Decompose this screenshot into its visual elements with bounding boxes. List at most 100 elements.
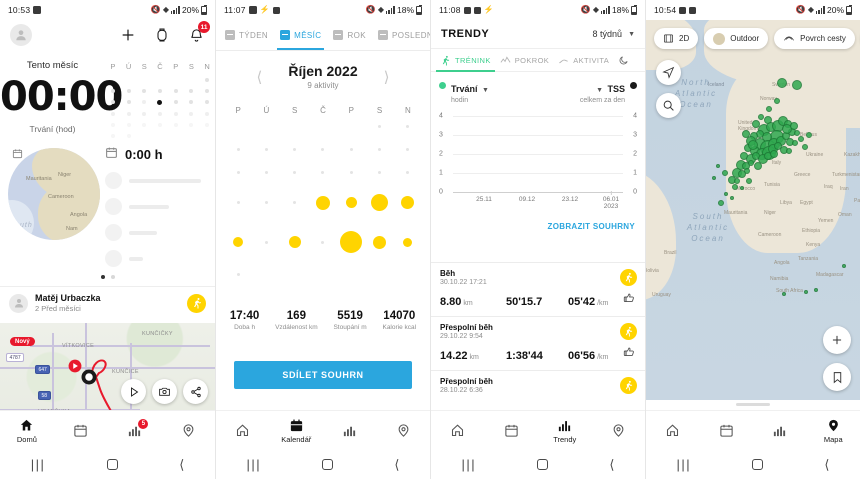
back-button[interactable]: ⟨ — [394, 457, 400, 472]
activity-bubble[interactable] — [315, 195, 330, 210]
activity-pin[interactable] — [724, 192, 728, 196]
activity-pin[interactable] — [802, 144, 808, 150]
activity-pin[interactable] — [814, 288, 818, 292]
legend-tss[interactable]: ▼ TSS celkem za den — [580, 79, 637, 104]
globe-widget[interactable]: Mauritania Niger Cameroon Angola Nam uth — [0, 144, 105, 240]
nav-item-map[interactable] — [164, 423, 212, 438]
activity-pin[interactable] — [734, 178, 740, 184]
carousel-pager[interactable] — [0, 275, 215, 279]
watch-icon[interactable] — [153, 26, 171, 44]
activity-pin[interactable] — [794, 130, 800, 136]
activity-pin[interactable] — [716, 164, 720, 168]
share-button[interactable] — [183, 379, 208, 404]
activity-pin[interactable] — [748, 160, 754, 166]
activity-pin[interactable] — [792, 80, 802, 90]
tab-activity[interactable]: AKTIVITA — [554, 49, 613, 71]
chip-outdoor[interactable]: Outdoor — [704, 28, 769, 49]
list-item[interactable]: Běh 30.10.22 17:21 8.80 km 50'15.7 05'42/… — [431, 262, 645, 316]
nav-item-calendar[interactable]: Kalendář — [272, 418, 320, 444]
nav-item-home[interactable] — [434, 423, 482, 438]
activity-bubble[interactable] — [401, 196, 415, 209]
nav-item-home[interactable] — [219, 423, 267, 438]
avatar[interactable] — [9, 293, 28, 313]
chevron-right-icon[interactable]: ⟩ — [383, 68, 390, 86]
nav-item-home[interactable] — [649, 423, 697, 438]
tab-progress[interactable]: POKROK — [496, 49, 554, 71]
activity-pin[interactable] — [754, 162, 762, 170]
activity-bubble[interactable] — [233, 237, 244, 247]
activity-pin[interactable] — [748, 140, 758, 150]
recents-button[interactable]: ||| — [246, 457, 262, 472]
show-summaries-link[interactable]: ZOBRAZIT SOUHRNY — [547, 222, 635, 231]
activity-pin[interactable] — [806, 132, 812, 138]
activity-pin[interactable] — [740, 186, 744, 190]
nav-item-home[interactable]: Domů — [3, 418, 51, 444]
activity-bubble[interactable] — [345, 197, 357, 208]
tab-week[interactable]: TÝDEN — [220, 20, 273, 50]
nav-item-calendar[interactable] — [57, 423, 105, 438]
activity-pin[interactable] — [770, 150, 778, 158]
add-photo-button[interactable] — [152, 379, 177, 404]
activity-pin[interactable] — [732, 184, 738, 190]
nav-item-calendar[interactable] — [487, 423, 535, 438]
home-button[interactable] — [537, 459, 549, 470]
activity-pin[interactable] — [722, 170, 728, 176]
back-button[interactable]: ⟨ — [609, 457, 615, 472]
list-item[interactable]: Přespolní běh 28.10.22 6:36 — [431, 370, 645, 406]
activity-bubble[interactable] — [288, 236, 301, 248]
bottom-sheet-handle[interactable] — [646, 400, 860, 410]
trends-chart[interactable]: 4 3 2 1 0 4 3 2 1 0 25.11 09.12 23.12 06… — [439, 110, 637, 218]
chip-surface[interactable]: Povrch cesty — [774, 28, 855, 49]
activity-pin[interactable] — [752, 120, 760, 128]
home-button[interactable] — [106, 459, 118, 470]
legend-duration[interactable]: Trvání ▼ hodin — [439, 79, 489, 104]
back-button[interactable]: ⟨ — [179, 457, 185, 472]
nav-item-map[interactable] — [379, 423, 427, 438]
month-dot-calendar[interactable]: P Ú S Č P S N — [105, 60, 215, 138]
activity-pin[interactable] — [782, 292, 786, 296]
activity-pin[interactable] — [730, 196, 734, 200]
nav-item-trends[interactable] — [756, 423, 804, 438]
activity-pin[interactable] — [790, 122, 798, 130]
thumbs-up-icon[interactable] — [623, 291, 635, 309]
recents-button[interactable]: ||| — [676, 457, 692, 472]
activity-pin[interactable] — [786, 148, 792, 154]
activity-pin[interactable] — [804, 290, 808, 294]
tab-sleep[interactable] — [614, 49, 637, 71]
activity-pin[interactable] — [718, 200, 724, 206]
avatar[interactable] — [10, 24, 32, 46]
activity-pin[interactable] — [798, 136, 804, 142]
chevron-left-icon[interactable]: ⟨ — [256, 68, 263, 86]
range-selector[interactable]: 8 týdnů ▼ — [593, 29, 635, 39]
activity-pin[interactable] — [738, 170, 746, 178]
activity-pin[interactable] — [744, 168, 750, 174]
activity-pin[interactable] — [746, 178, 752, 184]
activity-feed-card[interactable]: Matěj Urbaczka 2 Před měsíci KUNČIČKY KU… — [0, 286, 215, 410]
activity-pin[interactable] — [792, 140, 798, 146]
activity-pin[interactable] — [842, 264, 846, 268]
activity-bubble[interactable] — [373, 235, 387, 249]
nav-item-map[interactable] — [594, 423, 642, 438]
nav-item-map[interactable]: Mapa — [809, 418, 857, 444]
thumbs-up-icon[interactable] — [623, 345, 635, 363]
tab-training[interactable]: TRÉNINK — [436, 49, 495, 72]
tab-year[interactable]: ROK — [328, 20, 371, 50]
play-button[interactable] — [121, 379, 146, 404]
recents-button[interactable]: ||| — [461, 457, 477, 472]
back-button[interactable]: ⟨ — [824, 457, 830, 472]
activity-bubble[interactable] — [403, 237, 413, 247]
nav-item-trends[interactable]: Trendy — [541, 418, 589, 444]
activity-pin[interactable] — [712, 176, 716, 180]
nav-item-trends[interactable]: 5 — [110, 419, 158, 438]
home-button[interactable] — [322, 459, 334, 470]
month-bubble-grid[interactable] — [216, 125, 430, 276]
activity-bubble[interactable] — [371, 194, 389, 211]
activity-pin[interactable] — [774, 98, 780, 104]
bookmark-button[interactable] — [823, 363, 851, 391]
recents-button[interactable]: ||| — [30, 457, 46, 472]
activity-pin[interactable] — [758, 114, 764, 120]
home-button[interactable] — [752, 459, 764, 470]
pager-dot[interactable] — [110, 275, 115, 279]
bell-icon[interactable]: 11 — [187, 21, 210, 44]
nav-item-trends[interactable] — [326, 423, 374, 438]
